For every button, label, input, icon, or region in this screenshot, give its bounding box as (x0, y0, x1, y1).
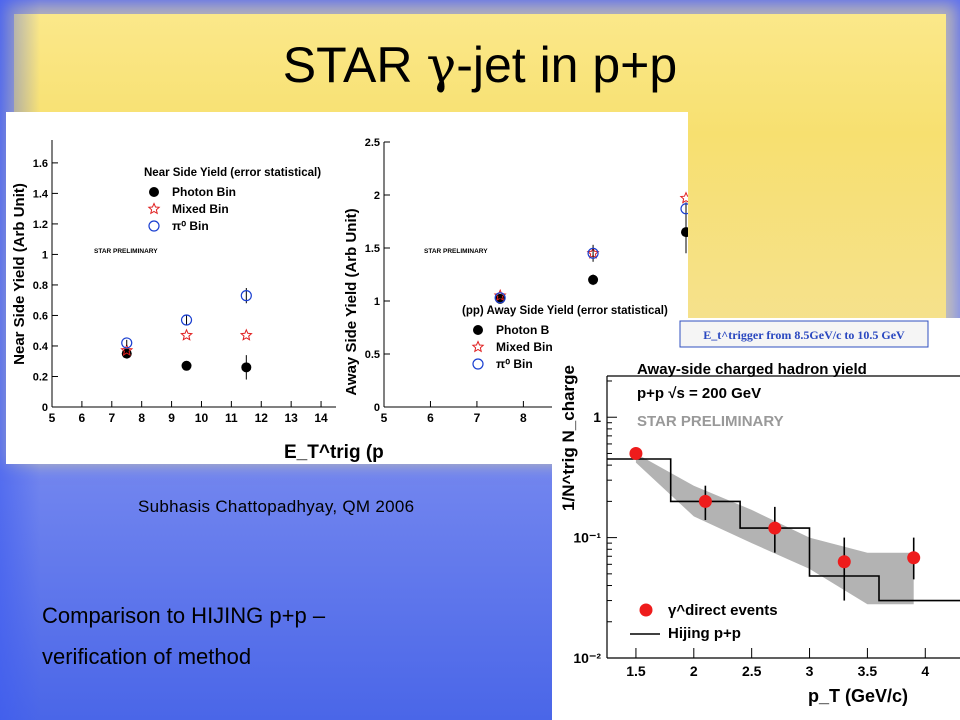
near-x-axis-title: E_T^trig (p (284, 442, 384, 463)
near-y-tick-label: 0.4 (33, 341, 49, 353)
away-data-point (679, 191, 688, 204)
direct-gamma-data-point (629, 446, 643, 460)
near-data-point (121, 337, 133, 349)
near-data-point (180, 328, 194, 341)
away-data-point (681, 227, 688, 238)
away-y-tick-label: 0.5 (365, 349, 380, 361)
hadron-x-axis-title: p_T (GeV/c) (808, 686, 908, 706)
away-legend-marker (472, 358, 484, 370)
away-x-tick-label: 5 (381, 411, 388, 425)
away-y-tick-label: 2.5 (365, 137, 380, 149)
near-data-point (120, 343, 134, 357)
near-y-tick-label: 1.2 (33, 219, 48, 231)
near-data-point (180, 314, 193, 326)
hadron-y-axis-title: 1/N^trig N_charge (559, 365, 578, 511)
near-x-tick-label: 7 (108, 411, 115, 425)
near-data-point (181, 360, 192, 371)
near-y-tick-label: 0.8 (33, 280, 48, 292)
near-y-tick-label: 1.4 (33, 188, 49, 200)
near-x-tick-label: 5 (49, 411, 56, 425)
hadron-x-tick-label: 3.5 (858, 663, 878, 679)
away-y-tick-label: 1.5 (365, 243, 380, 255)
near-legend-label: π⁰ Bin (172, 219, 209, 233)
near-x-tick-label: 10 (195, 411, 209, 425)
away-x-tick-label: 6 (427, 411, 434, 425)
hadron-x-tick-label: 3 (806, 663, 814, 679)
hadron-y-tick-label: 10⁻¹ (573, 530, 601, 546)
hadron-x-tick-label: 2 (690, 663, 698, 679)
hadron-title-line2: p+p √s = 200 GeV (637, 385, 761, 402)
near-x-tick-label: 13 (284, 411, 298, 425)
away-legend-label: Photon B (496, 323, 550, 337)
near-legend-title: Near Side Yield (error statistical) (144, 167, 321, 179)
direct-gamma-data-point (768, 521, 782, 535)
away-y-tick-label: 1 (374, 296, 380, 308)
direct-gamma-data-point (907, 551, 921, 565)
direct-gamma-data-point (698, 494, 712, 508)
near-data-point (240, 290, 252, 302)
away-data-point (680, 203, 688, 215)
body-line-1: Comparison to HIJING p+p – (42, 603, 326, 628)
away-y-axis-title: Away Side Yield (Arb Unit) (343, 208, 360, 395)
near-data-point (239, 328, 253, 341)
gamma-symbol: γ (426, 36, 457, 94)
title-prefix: STAR (282, 37, 427, 93)
near-y-axis-title: Near Side Yield (Arb Unit) (11, 183, 28, 365)
near-x-tick-label: 12 (255, 411, 269, 425)
near-y-tick-label: 0.2 (33, 371, 48, 383)
away-x-tick-label: 7 (474, 411, 481, 425)
away-x-tick-label: 8 (520, 411, 527, 425)
near-x-tick-label: 11 (225, 411, 238, 425)
near-y-tick-label: 0.6 (33, 310, 48, 322)
near-legend-label: Mixed Bin (172, 202, 229, 216)
hadron-annotation: STAR PRELIMINARY (637, 413, 784, 430)
near-legend-marker (149, 187, 159, 197)
near-legend-label: Photon Bin (172, 185, 236, 199)
hadron-yield-panel: E_t^trigger from 8.5GeV/c to 10.5 GeV 1 10… (552, 318, 960, 720)
away-legend-title: (pp) Away Side Yield (error statistical) (462, 305, 668, 317)
direct-gamma-data-point (837, 555, 851, 569)
legend-gamma-marker (639, 603, 653, 617)
near-data-point (241, 362, 252, 373)
near-x-tick-label: 14 (314, 411, 328, 425)
near-x-tick-label: 6 (79, 411, 86, 425)
slide-title: STAR γ-jet in p+p (0, 36, 960, 94)
near-annotation: STAR PRELIMINARY (94, 248, 158, 255)
away-data-point (587, 247, 599, 259)
away-annotation: STAR PRELIMINARY (424, 248, 488, 255)
body-line-2: verification of method (42, 644, 252, 669)
legend-hijing-label: Hijing p+p (668, 625, 741, 642)
away-legend-label: Mixed Bin (496, 340, 553, 354)
hadron-x-tick-label: 4 (921, 663, 929, 679)
away-legend-label: π⁰ Bin (496, 357, 533, 371)
header-text: E_t^trigger from 8.5GeV/c to 10.5 GeV (703, 328, 905, 342)
hadron-yield-svg: E_t^trigger from 8.5GeV/c to 10.5 GeV 1 10… (559, 320, 960, 706)
near-legend-marker (147, 202, 161, 215)
hadron-title-line1: Away-side charged hadron yield (637, 361, 867, 378)
hadron-x-tick-label: 2.5 (742, 663, 762, 679)
hadron-y-tick-label: 10⁻² (573, 650, 601, 666)
near-y-tick-label: 1 (42, 249, 48, 261)
hadron-x-tick-label: 1.5 (626, 663, 646, 679)
near-y-tick-label: 0 (42, 402, 48, 414)
credit-text: Subhasis Chattopadhyay, QM 2006 (138, 497, 415, 516)
away-data-point (588, 274, 599, 285)
away-y-tick-label: 0 (374, 402, 380, 414)
legend-gamma-label: γ^direct events (668, 602, 778, 619)
yield-plots-svg: 5 6 7 8 9 10 11 12 13 1400.20.40.60.811.21.41.6Ne… (11, 137, 688, 463)
away-y-tick-label: 2 (374, 190, 380, 202)
title-suffix: -jet in p+p (456, 37, 678, 93)
near-x-tick-label: 8 (138, 411, 145, 425)
near-x-tick-label: 9 (168, 411, 175, 425)
near-y-tick-label: 1.6 (33, 158, 48, 170)
away-legend-marker (473, 325, 483, 335)
away-legend-marker (471, 340, 485, 353)
header-box (679, 320, 929, 348)
hadron-y-tick-label: 1 (593, 409, 601, 425)
away-data-point (494, 292, 506, 304)
near-legend-marker (148, 220, 160, 232)
